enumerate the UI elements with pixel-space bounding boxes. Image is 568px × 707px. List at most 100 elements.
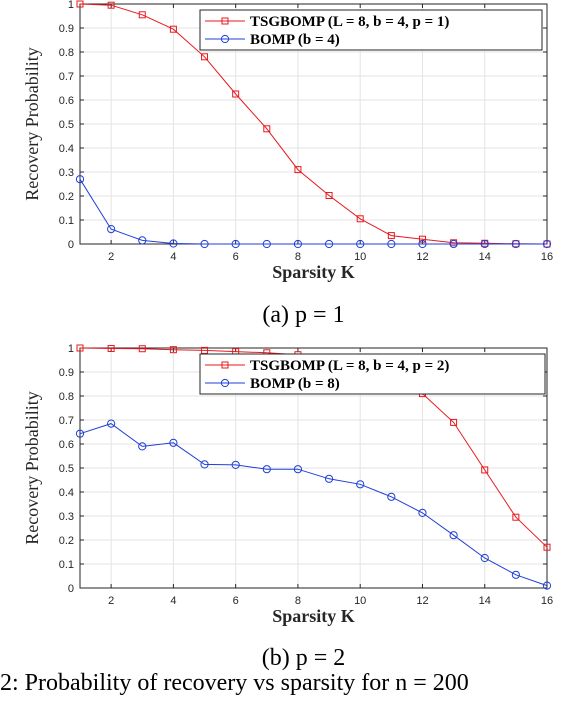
data-point <box>418 508 427 517</box>
data-point <box>169 25 177 33</box>
data-point <box>169 438 178 447</box>
y-tick-label: 0.3 <box>59 167 74 179</box>
data-point <box>418 235 426 243</box>
y-tick-label: 0.2 <box>59 191 74 203</box>
y-axis-label: Recovery Probability <box>22 391 42 544</box>
data-point <box>418 239 427 249</box>
y-tick-label: 0.8 <box>59 47 74 59</box>
legend-label: TSGBOMP (L = 8, b = 4, p = 2) <box>250 358 449 374</box>
y-tick-label: 0.9 <box>59 367 74 379</box>
x-tick-label: 14 <box>479 595 491 607</box>
data-point <box>138 345 146 353</box>
data-point <box>138 11 146 19</box>
x-tick-label: 12 <box>416 251 428 263</box>
legend-box <box>199 9 543 51</box>
x-tick-label: 16 <box>541 251 553 263</box>
data-point <box>543 543 551 551</box>
y-axis-label: Recovery Probability <box>22 47 42 200</box>
legend-marker <box>221 17 229 25</box>
subfigure-caption: (a) p = 1 <box>262 302 344 328</box>
y-tick-label: 0.8 <box>59 391 74 403</box>
data-point <box>324 239 334 249</box>
data-point <box>262 465 271 474</box>
legend-label: TSGBOMP (L = 8, b = 4, p = 1) <box>250 14 449 30</box>
legend-label: BOMP (b = 4) <box>250 32 340 48</box>
data-point <box>169 346 177 354</box>
y-tick-label: 1 <box>68 343 74 355</box>
data-point <box>138 236 147 245</box>
x-tick-label: 14 <box>479 251 491 263</box>
x-tick-label: 12 <box>416 595 428 607</box>
data-point <box>387 232 395 240</box>
data-point <box>200 460 209 469</box>
y-tick-label: 0.9 <box>59 23 74 35</box>
x-tick-label: 10 <box>354 595 366 607</box>
data-point <box>480 239 489 249</box>
x-tick-label: 8 <box>295 595 301 607</box>
legend-label: BOMP (b = 8) <box>250 376 340 392</box>
data-point <box>138 442 147 451</box>
y-tick-label: 0.6 <box>59 439 74 451</box>
data-point <box>75 175 85 184</box>
data-point <box>512 513 520 521</box>
data-point <box>231 460 240 469</box>
data-point <box>262 239 271 249</box>
data-point <box>76 344 84 352</box>
y-tick-label: 0.7 <box>59 71 74 83</box>
y-tick-label: 0.5 <box>59 463 74 475</box>
data-point <box>263 125 271 133</box>
data-point <box>231 239 240 249</box>
data-point <box>542 581 552 590</box>
figure-caption: 2: Probability of recovery vs sparsity f… <box>0 670 469 696</box>
data-point <box>324 474 334 483</box>
x-tick-label: 16 <box>541 595 553 607</box>
data-point <box>450 418 458 426</box>
x-tick-label: 8 <box>295 251 301 263</box>
data-point <box>107 419 116 428</box>
data-point <box>325 192 333 200</box>
data-point <box>201 53 209 61</box>
data-point <box>387 492 396 501</box>
y-tick-label: 0.6 <box>59 95 74 107</box>
x-tick-label: 4 <box>170 251 176 263</box>
x-tick-label: 6 <box>233 251 239 263</box>
y-tick-label: 0.3 <box>59 511 74 523</box>
chart-a: 00.10.20.30.40.50.60.70.80.912 4 6 8 10 12 14 1… <box>22 0 553 328</box>
x-tick-label: 4 <box>170 595 176 607</box>
data-point <box>542 239 552 249</box>
y-tick-label: 0.5 <box>59 119 74 131</box>
data-point <box>107 225 116 234</box>
data-point <box>480 553 489 563</box>
y-tick-label: 0.2 <box>59 535 74 547</box>
y-tick-label: 1 <box>68 0 74 11</box>
x-axis-label: Sparsity K <box>272 606 355 626</box>
y-tick-label: 0.1 <box>59 215 74 227</box>
data-point <box>449 239 458 249</box>
x-axis-label: Sparsity K <box>272 262 355 282</box>
data-point <box>356 239 365 249</box>
data-point <box>107 344 115 352</box>
series-line <box>79 3 548 245</box>
data-point <box>356 215 364 223</box>
data-point <box>511 239 520 249</box>
x-tick-label: 6 <box>233 595 239 607</box>
x-tick-label: 10 <box>354 251 366 263</box>
data-point <box>76 0 84 8</box>
legend-marker <box>220 34 230 44</box>
data-point <box>481 466 489 474</box>
legend-marker <box>221 361 229 369</box>
subfigure-caption: (b) p = 2 <box>262 645 346 671</box>
y-tick-label: 0.1 <box>59 559 74 571</box>
data-point <box>294 166 302 174</box>
data-point <box>293 465 303 474</box>
series-line <box>79 178 547 245</box>
data-point <box>293 239 303 249</box>
y-tick-label: 0 <box>68 583 74 595</box>
data-point <box>387 239 396 249</box>
data-point <box>200 239 209 249</box>
y-tick-label: 0 <box>68 239 74 251</box>
data-point <box>75 429 85 438</box>
data-point <box>511 570 520 579</box>
x-tick-label: 2 <box>108 595 114 607</box>
